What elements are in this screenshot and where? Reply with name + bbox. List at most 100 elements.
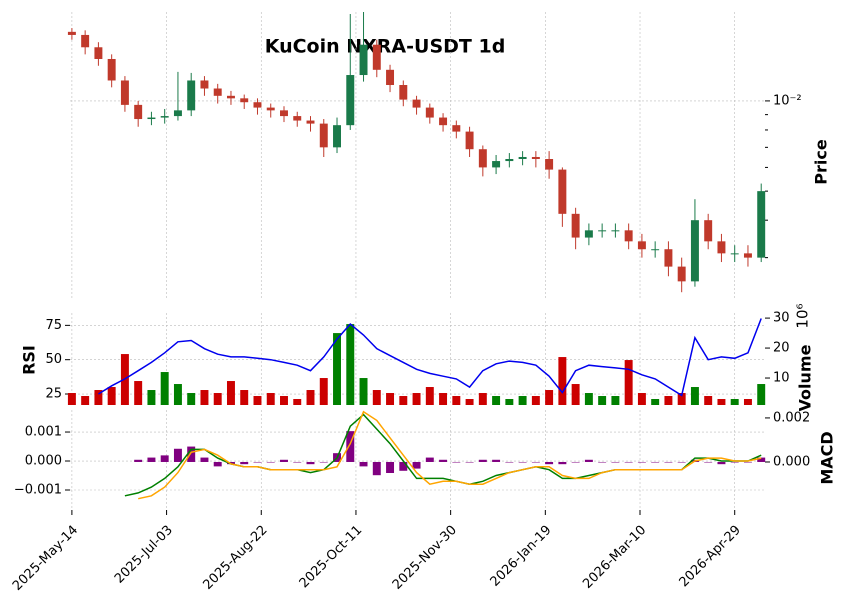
bar — [333, 333, 341, 405]
bar — [598, 461, 607, 463]
bar — [386, 393, 395, 405]
bar — [651, 461, 660, 463]
y-tick-label: 0.001 — [25, 425, 62, 440]
bar — [266, 393, 275, 405]
y-axis-label: MACD — [818, 431, 837, 484]
bar — [505, 399, 514, 405]
y-tick-label: 75 — [45, 318, 62, 333]
bar — [372, 461, 381, 476]
candle-body — [134, 104, 143, 120]
candle-body — [107, 58, 116, 81]
bar — [319, 378, 328, 405]
y-axis-label: Price — [812, 139, 831, 185]
candle-body — [664, 249, 673, 267]
candle-body — [571, 213, 580, 238]
candle-body — [386, 69, 395, 86]
bar — [465, 461, 474, 463]
candle-body — [187, 80, 196, 111]
bar — [690, 387, 699, 405]
candle-body — [200, 80, 209, 89]
bar — [107, 387, 116, 405]
candle-body — [160, 116, 169, 118]
candle-body — [120, 80, 129, 105]
bar — [200, 457, 209, 462]
y2-tick-label: 0.002 — [773, 410, 810, 425]
bar — [465, 399, 474, 405]
bar — [253, 396, 262, 405]
bar — [611, 461, 620, 463]
bar — [439, 393, 448, 405]
candle-body — [293, 116, 302, 121]
candle-body — [372, 44, 381, 70]
candle-body — [81, 34, 90, 48]
candle-body — [677, 266, 686, 282]
bar — [372, 390, 381, 405]
candle-body — [505, 159, 514, 162]
line — [138, 410, 762, 500]
y2-tick-label: 0.000 — [773, 454, 810, 469]
chart-title: KuCoin NXRA-USDT 1d — [265, 36, 506, 58]
y-tick-label: 50 — [45, 352, 62, 367]
bar — [545, 461, 554, 465]
bar — [160, 372, 169, 405]
bar — [173, 448, 182, 462]
bar — [571, 384, 580, 405]
bar — [492, 396, 501, 405]
bar — [637, 461, 646, 463]
bar — [346, 431, 355, 462]
candle-body — [465, 131, 474, 150]
bar — [280, 459, 288, 462]
candle-body — [545, 159, 554, 170]
candle-body — [624, 230, 633, 242]
candle-body — [67, 31, 76, 35]
candle-body — [690, 220, 699, 282]
bar — [412, 393, 421, 405]
bar — [253, 461, 262, 463]
candle-body — [280, 110, 288, 117]
bar — [545, 390, 554, 405]
bar — [757, 384, 766, 405]
bar — [571, 461, 580, 463]
candle-body — [240, 98, 249, 103]
candle-body — [333, 125, 341, 148]
bar — [611, 396, 620, 405]
candle-body — [584, 230, 593, 238]
candle-body — [412, 99, 421, 108]
line — [124, 413, 762, 497]
bar — [359, 378, 368, 405]
y2-tick-label: 20 — [773, 341, 790, 356]
bar — [319, 461, 328, 463]
candle-body — [147, 117, 156, 120]
candle-body — [399, 85, 408, 100]
candle-body — [611, 230, 620, 232]
bar — [187, 446, 196, 462]
candle-body — [173, 110, 182, 117]
candle-body — [531, 156, 540, 160]
y-tick-label: −0.001 — [14, 483, 62, 498]
bar — [346, 324, 355, 405]
bar — [624, 461, 633, 463]
candle-body — [704, 220, 713, 242]
bar — [173, 384, 182, 405]
candle-body — [425, 107, 434, 118]
bar — [704, 396, 713, 405]
line — [98, 318, 762, 397]
bar — [664, 461, 673, 463]
y2-tick-label: 10⁻² — [773, 93, 802, 108]
bar — [757, 457, 766, 462]
candle-body — [730, 253, 739, 255]
bar — [293, 399, 302, 405]
bar — [67, 393, 76, 405]
bar — [425, 387, 434, 405]
bar — [94, 390, 103, 405]
y-tick-label: 0.000 — [25, 454, 62, 469]
bar — [240, 390, 249, 405]
bar — [743, 461, 752, 463]
bar — [147, 390, 156, 405]
y2-tick-label: 30 — [773, 311, 790, 326]
bar — [598, 396, 607, 405]
candle-body — [439, 117, 448, 126]
bar — [518, 396, 527, 405]
bar — [399, 461, 408, 471]
